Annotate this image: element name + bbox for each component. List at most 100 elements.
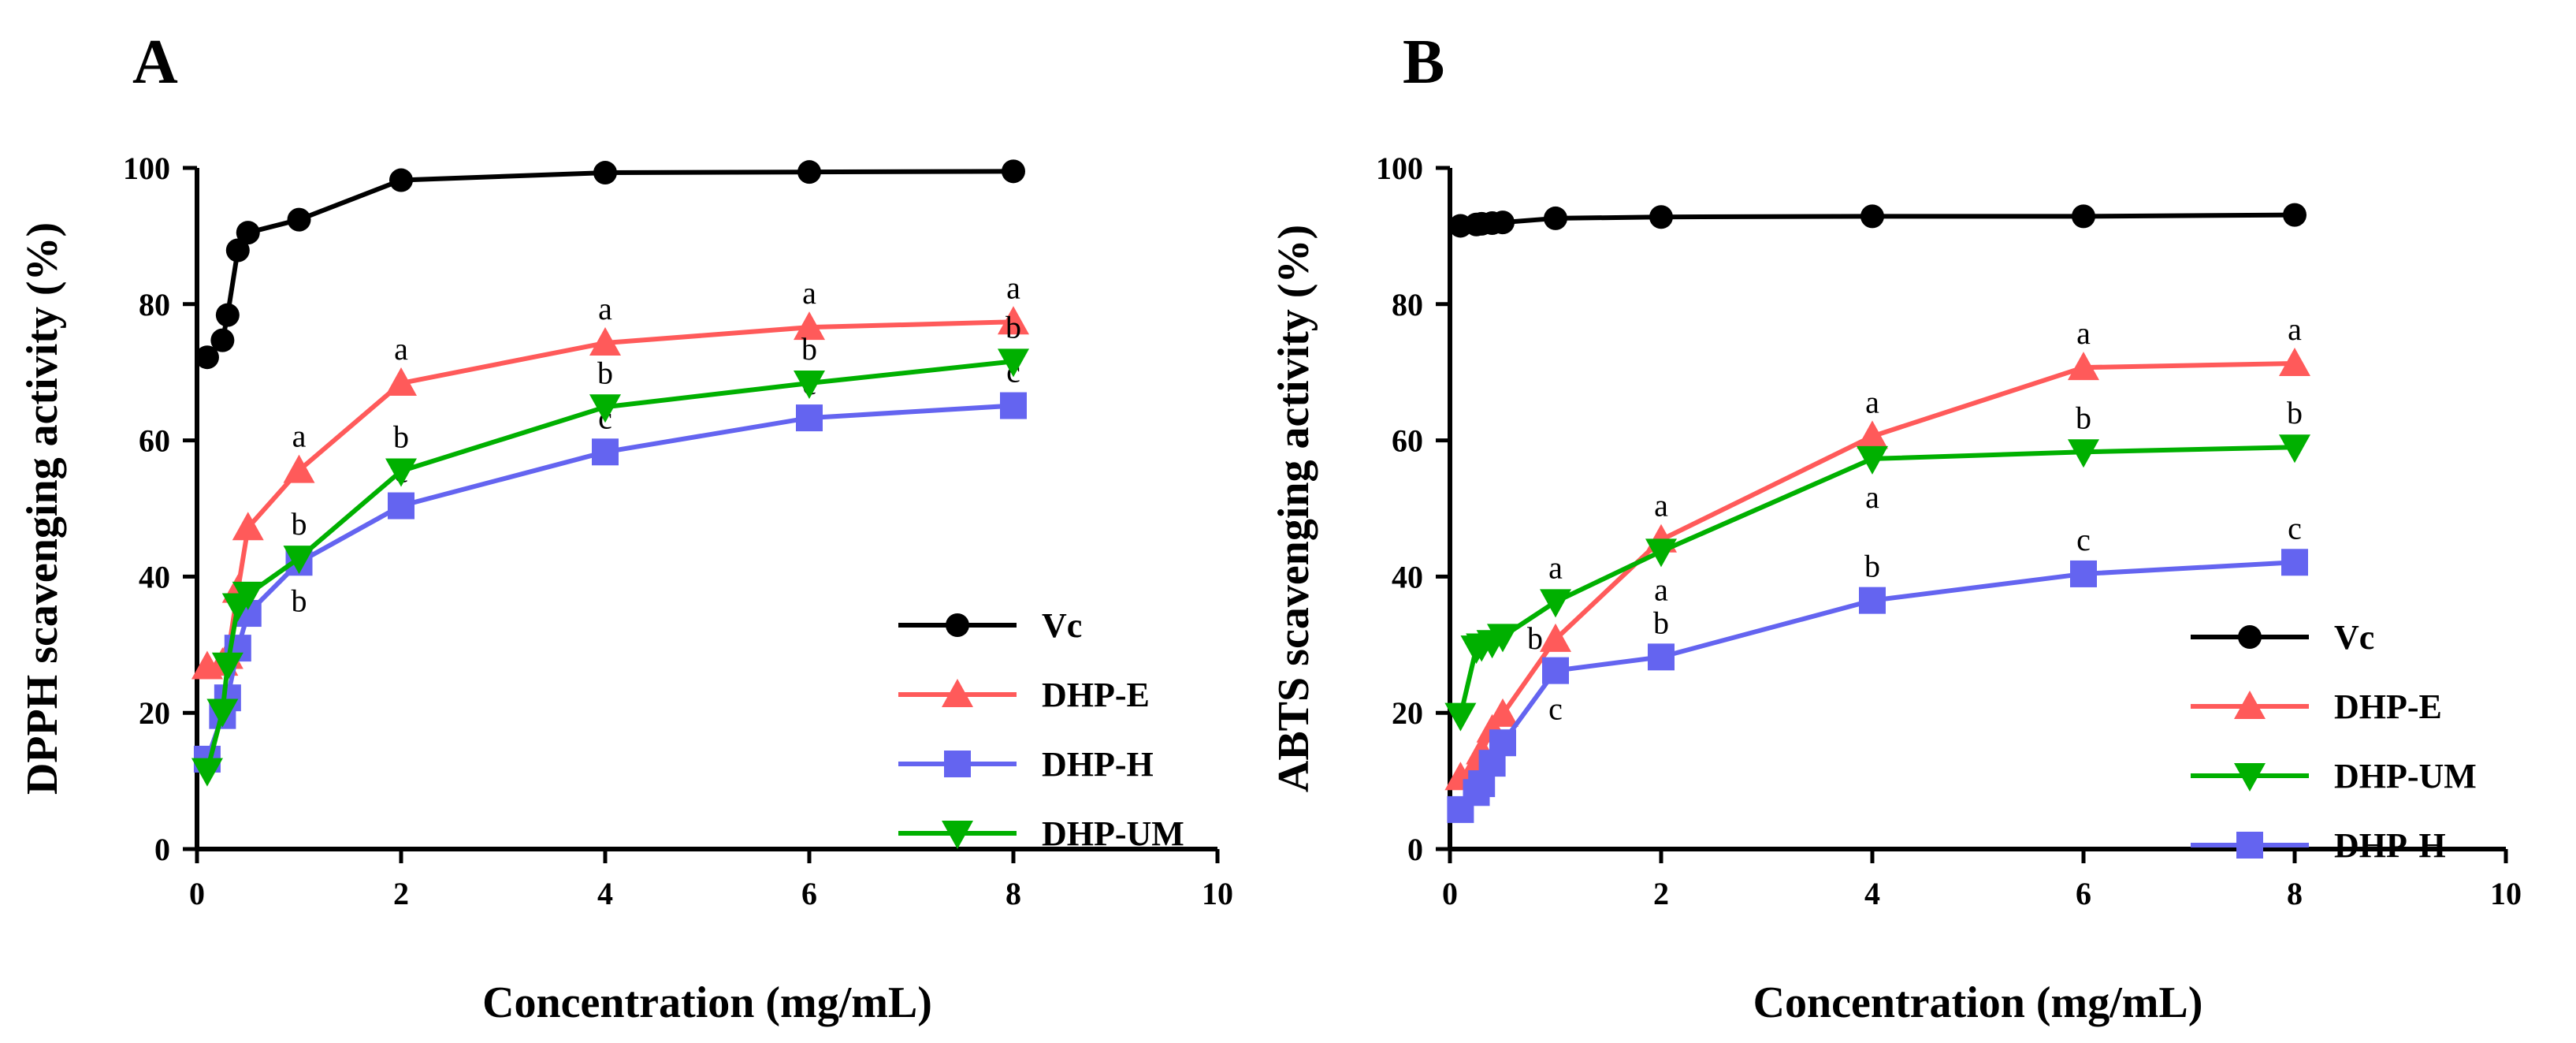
data-point-vc <box>797 160 821 184</box>
legend-label: DHP-UM <box>1042 814 1184 853</box>
series-vc <box>1448 203 2307 238</box>
data-point-dhp-e <box>385 367 417 397</box>
significance-letter: c <box>2288 510 2302 546</box>
y-tick-label: 20 <box>139 695 170 731</box>
data-point-dhp-e <box>2068 352 2099 381</box>
legend-label: DHP-H <box>2334 826 2446 865</box>
data-point-dhp-um <box>1444 702 1477 732</box>
significance-letter: a <box>1548 549 1563 585</box>
legend-item-dhp-um: DHP-UM <box>898 814 1184 853</box>
data-point-dhp-e <box>1857 420 1888 449</box>
data-point-dhp-um <box>589 394 621 423</box>
legend-swatch-marker <box>2234 763 2266 792</box>
data-point-dhp-e <box>998 306 1029 335</box>
x-axis-title: Concentration (mg/mL) <box>482 978 932 1027</box>
significance-letter: b <box>1864 549 1880 584</box>
legend-item-dhp-h: DHP-H <box>2191 826 2446 865</box>
data-point-vc <box>195 345 219 370</box>
y-axis-title: DPPH scavenging activity (%) <box>18 222 67 795</box>
data-point-dhp-h <box>2281 549 2308 576</box>
x-tick-label: 2 <box>393 876 409 911</box>
significance-letter: a <box>802 275 816 311</box>
data-point-vc <box>1860 204 1884 229</box>
significance-letter: b <box>597 355 613 390</box>
data-point-dhp-h <box>1000 392 1027 419</box>
data-point-dhp-h <box>1542 657 1569 684</box>
data-point-vc <box>2283 203 2307 227</box>
legend-swatch-marker <box>2234 691 2266 719</box>
data-point-dhp-e <box>1487 698 1518 727</box>
x-tick-label: 0 <box>1442 876 1458 911</box>
y-tick-label: 100 <box>123 151 170 186</box>
y-tick-label: 0 <box>154 832 170 867</box>
data-point-dhp-um <box>1487 624 1518 653</box>
series-vc <box>195 159 1025 370</box>
significance-letter: a <box>1865 479 1879 515</box>
y-tick-label: 100 <box>1376 151 1423 186</box>
x-axis-title: Concentration (mg/mL) <box>1753 978 2203 1027</box>
x-tick-label: 4 <box>1864 876 1880 911</box>
data-point-dhp-h <box>388 492 414 520</box>
significance-letter: b <box>393 419 409 454</box>
data-point-vc <box>1002 159 1025 184</box>
x-tick-label: 10 <box>2490 876 2522 911</box>
data-point-vc <box>2072 204 2095 229</box>
data-point-dhp-h <box>1859 587 1886 614</box>
significance-letter: a <box>2076 315 2091 351</box>
y-tick-label: 40 <box>1392 559 1423 594</box>
y-tick-label: 80 <box>139 287 170 322</box>
data-point-vc <box>210 328 235 352</box>
data-point-dhp-um <box>232 581 264 610</box>
series-line-dhp-um <box>205 359 1014 772</box>
legend: Vc DHP-E DHP-UM DHP-H <box>2191 618 2477 865</box>
data-point-vc <box>225 238 250 263</box>
legend-item-dhp-e: DHP-E <box>2191 687 2442 726</box>
legend-item-dhp-um: DHP-UM <box>2191 757 2477 795</box>
data-point-dhp-um <box>794 371 825 400</box>
series-dhp-um: b b b b b <box>191 309 1029 787</box>
data-point-vc <box>215 303 240 327</box>
y-axis-title: ABTS scavenging activity (%) <box>1269 225 1318 792</box>
data-point-dhp-um <box>283 546 315 575</box>
significance-letter: a <box>394 331 408 367</box>
significance-letter: c <box>1548 691 1563 727</box>
data-point-dhp-um <box>206 698 239 728</box>
series-line-vc <box>205 169 1014 359</box>
data-point-dhp-e <box>232 512 264 541</box>
legend-swatch-marker <box>942 679 973 707</box>
significance-letter: b <box>801 331 817 367</box>
data-point-vc <box>593 161 617 185</box>
panel-letter: A <box>132 28 178 97</box>
significance-letter: a <box>1006 270 1020 305</box>
data-point-dhp-e <box>2279 347 2310 376</box>
x-tick-label: 8 <box>2287 876 2303 911</box>
data-point-dhp-um <box>998 348 1029 378</box>
significance-letter: a <box>1865 384 1879 419</box>
legend-label: DHP-H <box>1042 745 1154 784</box>
significance-letter: a <box>1654 488 1668 523</box>
significance-letter: b <box>2076 400 2091 435</box>
data-point-dhp-h <box>796 404 823 432</box>
significance-letter: b <box>1005 309 1021 345</box>
significance-letter: a <box>1654 572 1668 607</box>
x-tick-label: 6 <box>2076 876 2091 911</box>
y-tick-label: 0 <box>1407 832 1423 867</box>
y-tick-label: 40 <box>139 559 170 594</box>
legend-swatch-marker <box>2236 832 2263 859</box>
x-tick-label: 8 <box>1005 876 1021 911</box>
legend-label: Vc <box>2334 618 2374 657</box>
data-point-dhp-um <box>2279 434 2310 464</box>
data-point-dhp-e <box>589 327 621 356</box>
data-point-dhp-h <box>1648 643 1675 671</box>
series-dhp-h: bcccc <box>193 354 1027 773</box>
data-point-dhp-h <box>1489 729 1516 757</box>
significance-letter: a <box>598 291 612 326</box>
x-tick-label: 10 <box>1202 876 1233 911</box>
data-point-vc <box>1491 210 1515 235</box>
data-point-dhp-e <box>1540 623 1571 652</box>
y-tick-label: 60 <box>139 423 170 459</box>
